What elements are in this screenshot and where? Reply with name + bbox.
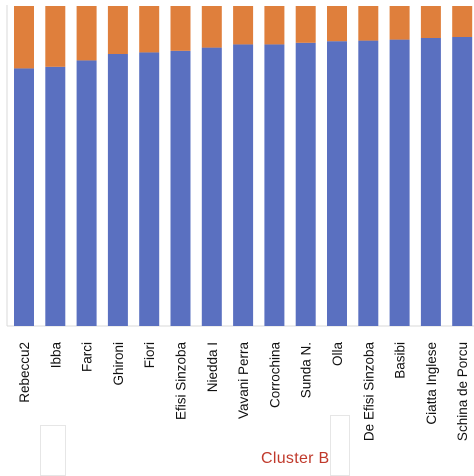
- bar-segment-upper-13: [389, 6, 410, 40]
- x-tick-label: Schina de Porcu: [455, 342, 470, 441]
- bar-segment-upper-2: [45, 6, 66, 67]
- bar-segment-lower-4: [107, 54, 128, 326]
- bar-segment-lower-13: [389, 39, 410, 326]
- bar-segment-upper-12: [358, 6, 379, 41]
- bar-segment-lower-7: [201, 47, 222, 326]
- x-tick-label: Sunda N.: [299, 342, 314, 398]
- bar-segment-lower-14: [420, 38, 441, 326]
- bar-segment-lower-15: [452, 37, 473, 326]
- bar-segment-upper-3: [76, 6, 97, 61]
- bar-segment-lower-3: [76, 60, 97, 327]
- bar-segment-upper-15: [452, 6, 473, 37]
- x-tick-label: Ciatta Inglese: [424, 342, 439, 425]
- bar-segment-upper-14: [420, 6, 441, 38]
- bar-segment-lower-6: [170, 50, 191, 327]
- x-tick-label: Vavani Perra: [236, 342, 251, 420]
- x-tick-label: Efisi Sinzoba: [174, 342, 189, 421]
- legend-placeholder-right: [330, 415, 350, 476]
- bar-segment-upper-5: [139, 6, 160, 53]
- x-tick-labels: Rebeccu2 Ibba Farci Ghironi Fiori Efisi Sinzo…: [17, 342, 470, 442]
- x-tick-label: Corrochina: [267, 342, 282, 409]
- x-tick-label: Olla: [330, 342, 345, 366]
- legend-placeholder-left: [40, 425, 66, 476]
- bar-segment-lower-12: [358, 40, 379, 326]
- bar-segment-lower-11: [327, 41, 347, 326]
- bar-group: [14, 6, 473, 327]
- bar-segment-upper-4: [107, 6, 128, 54]
- bar-segment-lower-2: [45, 66, 66, 327]
- x-tick-label: Niedda I: [205, 342, 220, 392]
- x-tick-label: De Efisi Sinzoba: [361, 342, 376, 442]
- x-tick-label: Fiori: [142, 342, 157, 368]
- bar-segment-lower-10: [295, 42, 316, 327]
- bar-segment-upper-9: [264, 6, 285, 45]
- bar-segment-upper-11: [327, 6, 347, 42]
- bar-segment-upper-8: [233, 6, 254, 45]
- x-tick-label: Basibi: [393, 342, 408, 379]
- bar-segment-lower-5: [139, 52, 160, 327]
- cluster-annotation: Cluster B: [261, 450, 330, 467]
- bar-segment-lower-9: [264, 44, 285, 327]
- x-tick-label: Ghironi: [111, 342, 126, 386]
- x-tick-label: Ibba: [48, 342, 63, 369]
- bar-segment-lower-8: [233, 44, 254, 327]
- x-tick-label: Farci: [80, 342, 95, 372]
- bar-segment-upper-10: [295, 6, 316, 43]
- bar-segment-upper-6: [170, 6, 191, 51]
- bar-segment-lower-1: [14, 68, 34, 327]
- bar-segment-upper-7: [201, 6, 222, 48]
- x-tick-label: Rebeccu2: [17, 342, 32, 403]
- bar-segment-upper-1: [14, 6, 34, 69]
